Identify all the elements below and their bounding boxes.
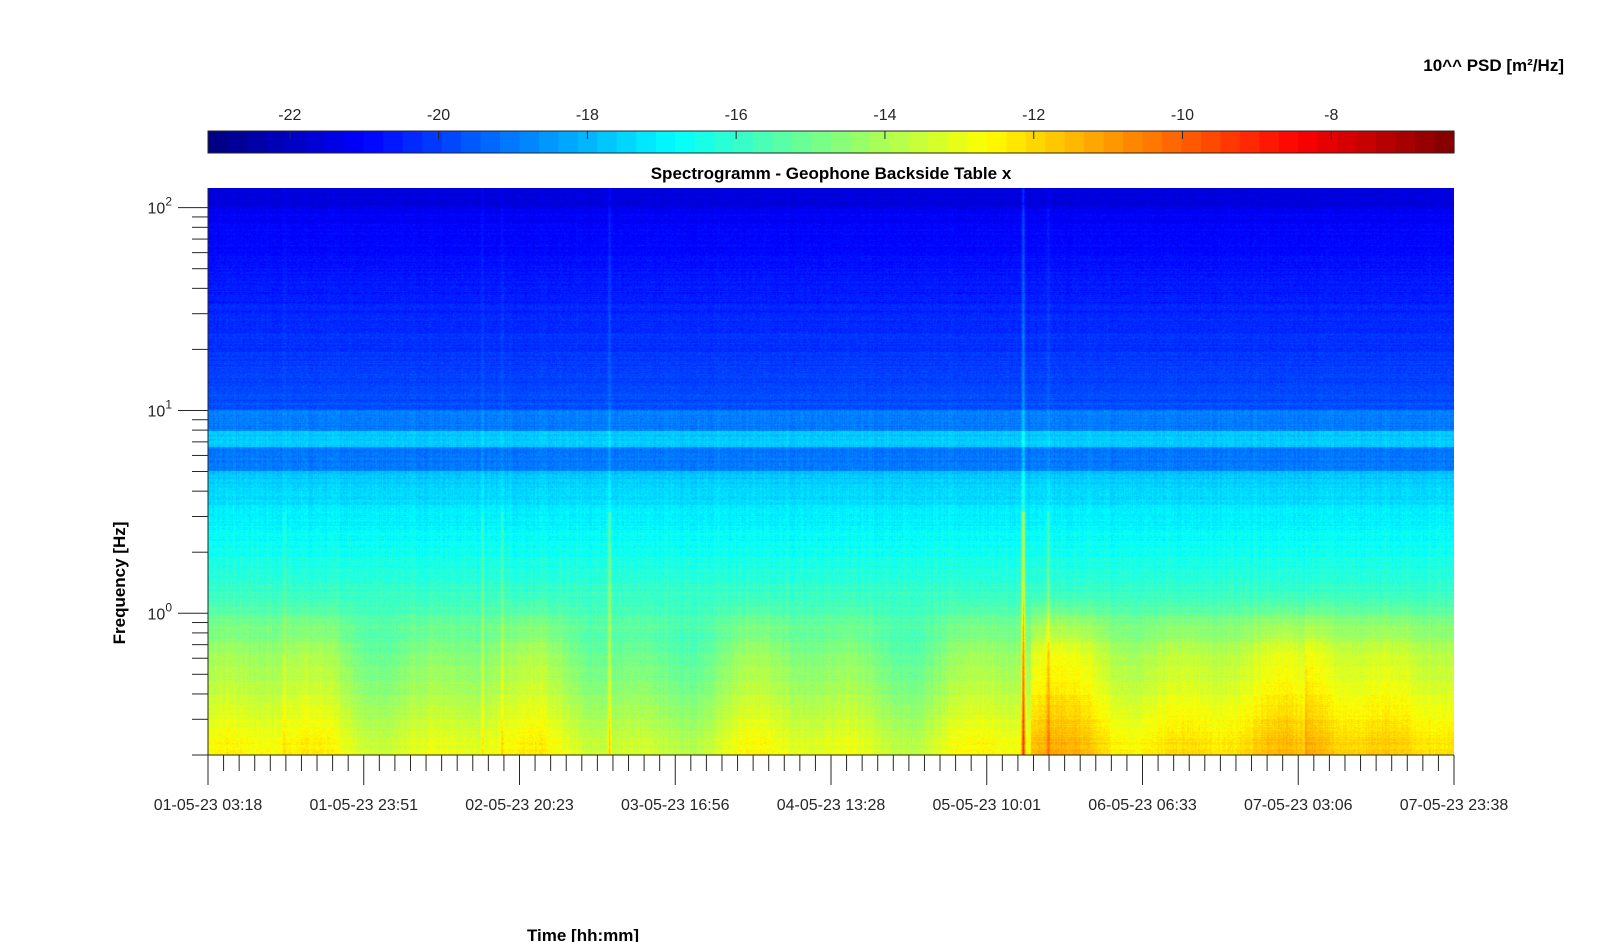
x-tick-label: 06-05-23 06:33 <box>1088 797 1197 814</box>
y-axis-label: Frequency [Hz] <box>110 522 129 645</box>
y-tick-label: 100 <box>148 600 173 623</box>
colorbar-cell <box>986 131 1007 153</box>
colorbar-cell <box>1084 131 1105 153</box>
x-tick-label: 07-05-23 23:38 <box>1400 797 1509 814</box>
chart-title: Spectrogramm - Geophone Backside Table x <box>651 164 1012 183</box>
colorbar-tick-label: -22 <box>278 107 301 124</box>
colorbar-cell <box>577 131 598 153</box>
colorbar-tick-label: -20 <box>427 107 450 124</box>
colorbar-cell <box>1181 131 1202 153</box>
colorbar-cell <box>636 131 657 153</box>
colorbar-cell <box>1356 131 1377 153</box>
colorbar-cell <box>947 131 968 153</box>
colorbar-cell <box>675 131 696 153</box>
colorbar-frame <box>207 130 1455 154</box>
colorbar-cell <box>831 131 852 153</box>
x-tick-label: 01-05-23 03:18 <box>154 797 263 814</box>
colorbar-label: 10^^ PSD [m²/Hz] <box>1423 56 1564 75</box>
colorbar-cell <box>889 131 910 153</box>
colorbar-cell <box>597 131 618 153</box>
colorbar-cell <box>1395 131 1416 153</box>
colorbar-cell <box>480 131 501 153</box>
colorbar-cell <box>1006 131 1027 153</box>
colorbar-cell <box>1317 131 1338 153</box>
colorbar-cell <box>1220 131 1241 153</box>
colorbar-cell <box>792 131 813 153</box>
colorbar-cell <box>1337 131 1358 153</box>
colorbar-tick-label: -14 <box>873 107 896 124</box>
y-tick-label: 102 <box>148 195 173 218</box>
colorbar-cell <box>850 131 871 153</box>
colorbar: -22 -20 -18 -16 -14 -12 -10 -8 <box>207 107 1455 154</box>
colorbar-cell <box>558 131 579 153</box>
colorbar-cell <box>266 131 287 153</box>
colorbar-cell <box>461 131 482 153</box>
colorbar-cell <box>441 131 462 153</box>
x-axis: 01-05-23 03:18 01-05-23 23:51 02-05-23 20:… <box>154 754 1509 814</box>
y-tick-label: 101 <box>148 397 173 420</box>
colorbar-cell <box>324 131 345 153</box>
x-tick-label: 03-05-23 16:56 <box>621 797 730 814</box>
x-axis-label: Time [hh:mm] <box>527 926 639 942</box>
colorbar-cell <box>1415 131 1436 153</box>
colorbar-cell <box>772 131 793 153</box>
colorbar-cell <box>1045 131 1066 153</box>
colorbar-cell <box>402 131 423 153</box>
x-tick-label: 04-05-23 13:28 <box>777 797 886 814</box>
colorbar-cell <box>383 131 404 153</box>
y-axis: 100 101 102 <box>148 188 209 756</box>
colorbar-cell <box>694 131 715 153</box>
colorbar-cell <box>285 131 306 153</box>
colorbar-tick-label: -18 <box>576 107 599 124</box>
colorbar-tick-label: -16 <box>725 107 748 124</box>
colorbar-cell <box>753 131 774 153</box>
colorbar-cell <box>967 131 988 153</box>
colorbar-cell <box>811 131 832 153</box>
colorbar-cell <box>1064 131 1085 153</box>
colorbar-cell <box>1123 131 1144 153</box>
x-tick-label: 02-05-23 20:23 <box>465 797 574 814</box>
colorbar-cell <box>305 131 326 153</box>
colorbar-cell <box>208 131 229 153</box>
colorbar-cell <box>519 131 540 153</box>
colorbar-cell <box>1142 131 1163 153</box>
colorbar-cell <box>1259 131 1280 153</box>
x-tick-label: 01-05-23 23:51 <box>309 797 418 814</box>
x-tick-label: 05-05-23 10:01 <box>932 797 1041 814</box>
colorbar-tick-label: -8 <box>1324 107 1338 124</box>
colorbar-cell <box>869 131 891 153</box>
colorbar-cell <box>714 131 735 153</box>
colorbar-cell <box>616 131 637 153</box>
colorbar-cell <box>227 131 248 153</box>
colorbar-cell <box>1239 131 1260 153</box>
colorbar-cell <box>538 131 560 153</box>
colorbar-cell <box>1278 131 1299 153</box>
colorbar-cell <box>246 131 268 153</box>
colorbar-cell <box>733 131 754 153</box>
colorbar-cell <box>500 131 521 153</box>
colorbar-cell <box>928 131 949 153</box>
colorbar-tick-label: -12 <box>1022 107 1045 124</box>
spectrogram-canvas <box>208 188 1454 755</box>
colorbar-cell <box>908 131 929 153</box>
colorbar-cell <box>1025 131 1046 153</box>
colorbar-cell <box>1434 131 1455 153</box>
colorbar-cell <box>1103 131 1124 153</box>
colorbar-cell <box>1161 131 1183 153</box>
spectrogram-heatmap <box>208 188 1454 755</box>
colorbar-cell <box>1200 131 1221 153</box>
colorbar-cell <box>422 131 443 153</box>
colorbar-cell <box>1298 131 1319 153</box>
colorbar-cell <box>344 131 365 153</box>
colorbar-cell <box>1376 131 1397 153</box>
colorbar-cell <box>363 131 384 153</box>
colorbar-cell <box>655 131 676 153</box>
colorbar-tick-label: -10 <box>1171 107 1194 124</box>
x-tick-label: 07-05-23 03:06 <box>1244 797 1353 814</box>
